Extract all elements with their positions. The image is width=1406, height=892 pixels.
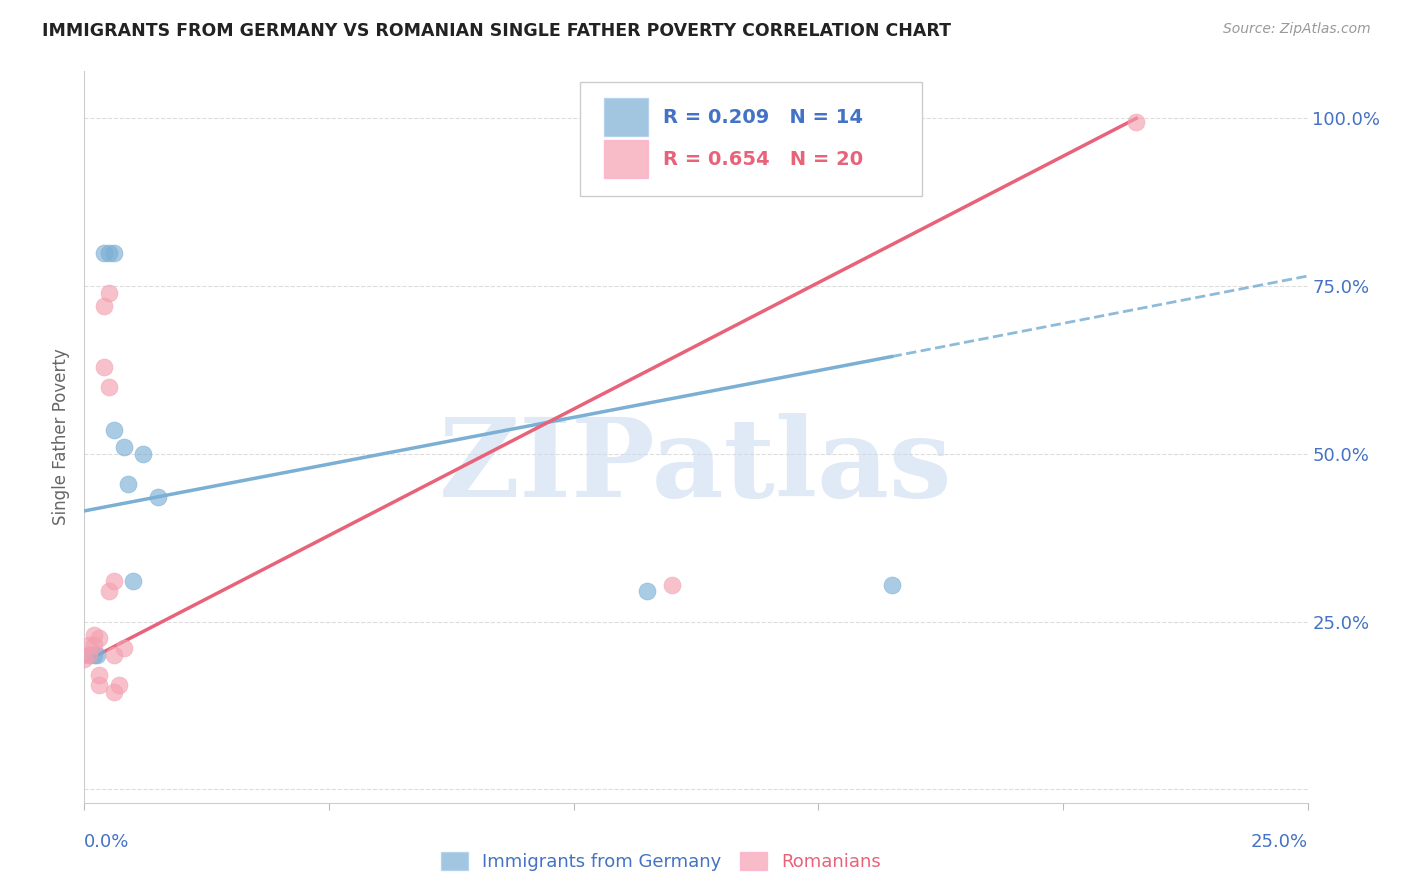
Point: [83, 628, 105, 642]
Point: [1125, 114, 1147, 128]
Point: [661, 578, 683, 592]
Point: [87, 632, 110, 646]
Point: [73, 651, 96, 665]
Point: [93, 299, 115, 313]
Point: [103, 574, 125, 589]
FancyBboxPatch shape: [605, 98, 648, 136]
Point: [112, 641, 135, 656]
Point: [87, 678, 110, 692]
FancyBboxPatch shape: [579, 82, 922, 195]
Y-axis label: Single Father Poverty: Single Father Poverty: [52, 349, 70, 525]
Point: [93, 245, 115, 260]
Legend: Immigrants from Germany, Romanians: Immigrants from Germany, Romanians: [433, 845, 889, 879]
Point: [103, 648, 125, 662]
Point: [132, 447, 155, 461]
Text: 25.0%: 25.0%: [1250, 833, 1308, 851]
Point: [86, 648, 108, 662]
Point: [636, 584, 658, 599]
Point: [103, 685, 125, 699]
Point: [97, 245, 120, 260]
Point: [103, 245, 125, 260]
Point: [83, 648, 105, 662]
Point: [77, 648, 100, 662]
Point: [103, 423, 125, 437]
Point: [122, 574, 145, 589]
Point: [97, 380, 120, 394]
Text: IMMIGRANTS FROM GERMANY VS ROMANIAN SINGLE FATHER POVERTY CORRELATION CHART: IMMIGRANTS FROM GERMANY VS ROMANIAN SING…: [42, 22, 952, 40]
Point: [880, 578, 903, 592]
Point: [146, 491, 169, 505]
Text: ZIPatlas: ZIPatlas: [439, 413, 953, 520]
Text: R = 0.654   N = 20: R = 0.654 N = 20: [664, 150, 863, 169]
Text: 0.0%: 0.0%: [84, 833, 129, 851]
Point: [107, 678, 129, 692]
Point: [112, 440, 135, 454]
Point: [97, 584, 120, 599]
Point: [93, 359, 115, 374]
Point: [97, 285, 120, 300]
Point: [77, 648, 100, 662]
Text: Source: ZipAtlas.com: Source: ZipAtlas.com: [1223, 22, 1371, 37]
FancyBboxPatch shape: [605, 140, 648, 178]
Point: [87, 668, 110, 682]
Point: [117, 477, 139, 491]
Point: [77, 638, 100, 652]
Text: R = 0.209   N = 14: R = 0.209 N = 14: [664, 108, 863, 127]
Point: [83, 638, 105, 652]
